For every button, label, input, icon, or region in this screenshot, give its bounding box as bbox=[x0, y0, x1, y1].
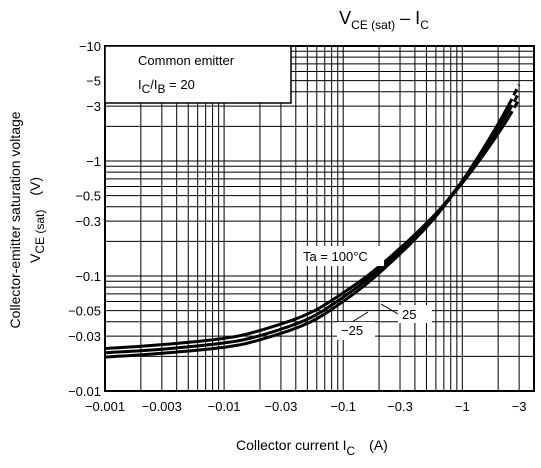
x-tick-label: −0.003 bbox=[142, 399, 182, 414]
y-tick-label: −0.01 bbox=[68, 384, 101, 399]
x-tick-label: −0.3 bbox=[387, 399, 413, 414]
y-tick-labels: −0.01 −0.03 −0.05 −0.1 −0.3 −0.5 −1 −3 −5 −10 bbox=[68, 39, 101, 399]
x-tick-label: −0.001 bbox=[85, 399, 125, 414]
y-axis-label-line1: Collector-emitter saturation voltage bbox=[7, 111, 23, 328]
label-box-minus25 bbox=[337, 322, 375, 340]
series-line-0 bbox=[104, 116, 510, 350]
label-box-25 bbox=[398, 305, 432, 323]
series-dash-2 bbox=[507, 84, 521, 106]
label-leader-25 bbox=[380, 303, 399, 315]
label-box-100 bbox=[298, 246, 384, 266]
y-tick-label: −1 bbox=[86, 154, 101, 169]
curves bbox=[104, 104, 510, 359]
series-label-25: 25 bbox=[402, 307, 416, 322]
conditions-line1: Common emitter bbox=[138, 53, 235, 68]
conditions-box bbox=[104, 45, 292, 104]
x-tick-label: −0.03 bbox=[264, 399, 297, 414]
x-axis-label: Collector current IC (A) bbox=[236, 437, 388, 458]
conditions-ratio: IC/IB = 20 bbox=[138, 77, 195, 96]
chart-title: VCE (sat) – IC bbox=[339, 8, 429, 32]
series-line-2 bbox=[104, 104, 510, 359]
y-tick-label: −0.3 bbox=[75, 214, 101, 229]
x-tick-label: −0.1 bbox=[330, 399, 356, 414]
x-tick-label: −3 bbox=[512, 399, 527, 414]
y-tick-label: −0.05 bbox=[68, 304, 101, 319]
y-axis-label-line2: VCE (sat)(V) bbox=[27, 177, 47, 263]
y-tick-label: −0.1 bbox=[75, 269, 101, 284]
series-label-minus25: −25 bbox=[341, 323, 363, 338]
series-dash-1 bbox=[507, 92, 521, 112]
label-leader-minus25 bbox=[351, 311, 369, 323]
extrapolation-dashes bbox=[507, 84, 521, 118]
x-tick-labels: −0.001 −0.003 −0.01 −0.03 −0.1 −0.3 −1 −3 bbox=[85, 399, 527, 414]
series-line-1 bbox=[104, 110, 510, 355]
y-tick-label: −10 bbox=[79, 39, 101, 54]
series-label-100: Ta = 100°C bbox=[303, 249, 368, 264]
y-tick-label: −0.5 bbox=[75, 189, 101, 204]
plot-frame bbox=[104, 45, 535, 392]
x-tick-label: −0.01 bbox=[208, 399, 241, 414]
series-dash-0 bbox=[507, 98, 521, 118]
x-tick-label: −1 bbox=[455, 399, 470, 414]
y-tick-label: −5 bbox=[86, 74, 101, 89]
y-tick-label: −0.03 bbox=[68, 329, 101, 344]
y-tick-label: −3 bbox=[86, 99, 101, 114]
